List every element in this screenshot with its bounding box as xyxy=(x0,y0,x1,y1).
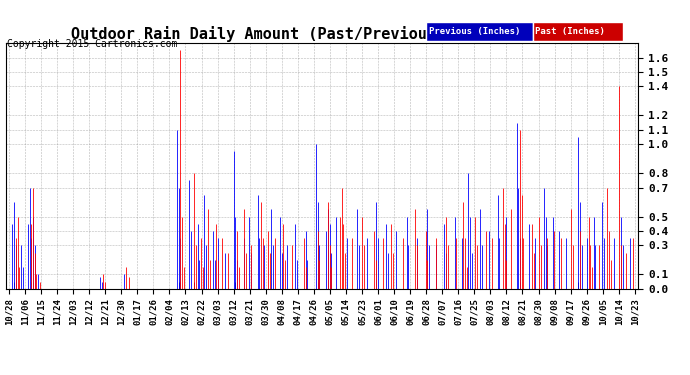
Text: Previous (Inches): Previous (Inches) xyxy=(429,27,520,36)
Text: Copyright 2015 Cartronics.com: Copyright 2015 Cartronics.com xyxy=(7,39,177,50)
Text: Past (Inches): Past (Inches) xyxy=(535,27,605,36)
Title: Outdoor Rain Daily Amount (Past/Previous Year) 20151028: Outdoor Rain Daily Amount (Past/Previous… xyxy=(71,26,573,42)
